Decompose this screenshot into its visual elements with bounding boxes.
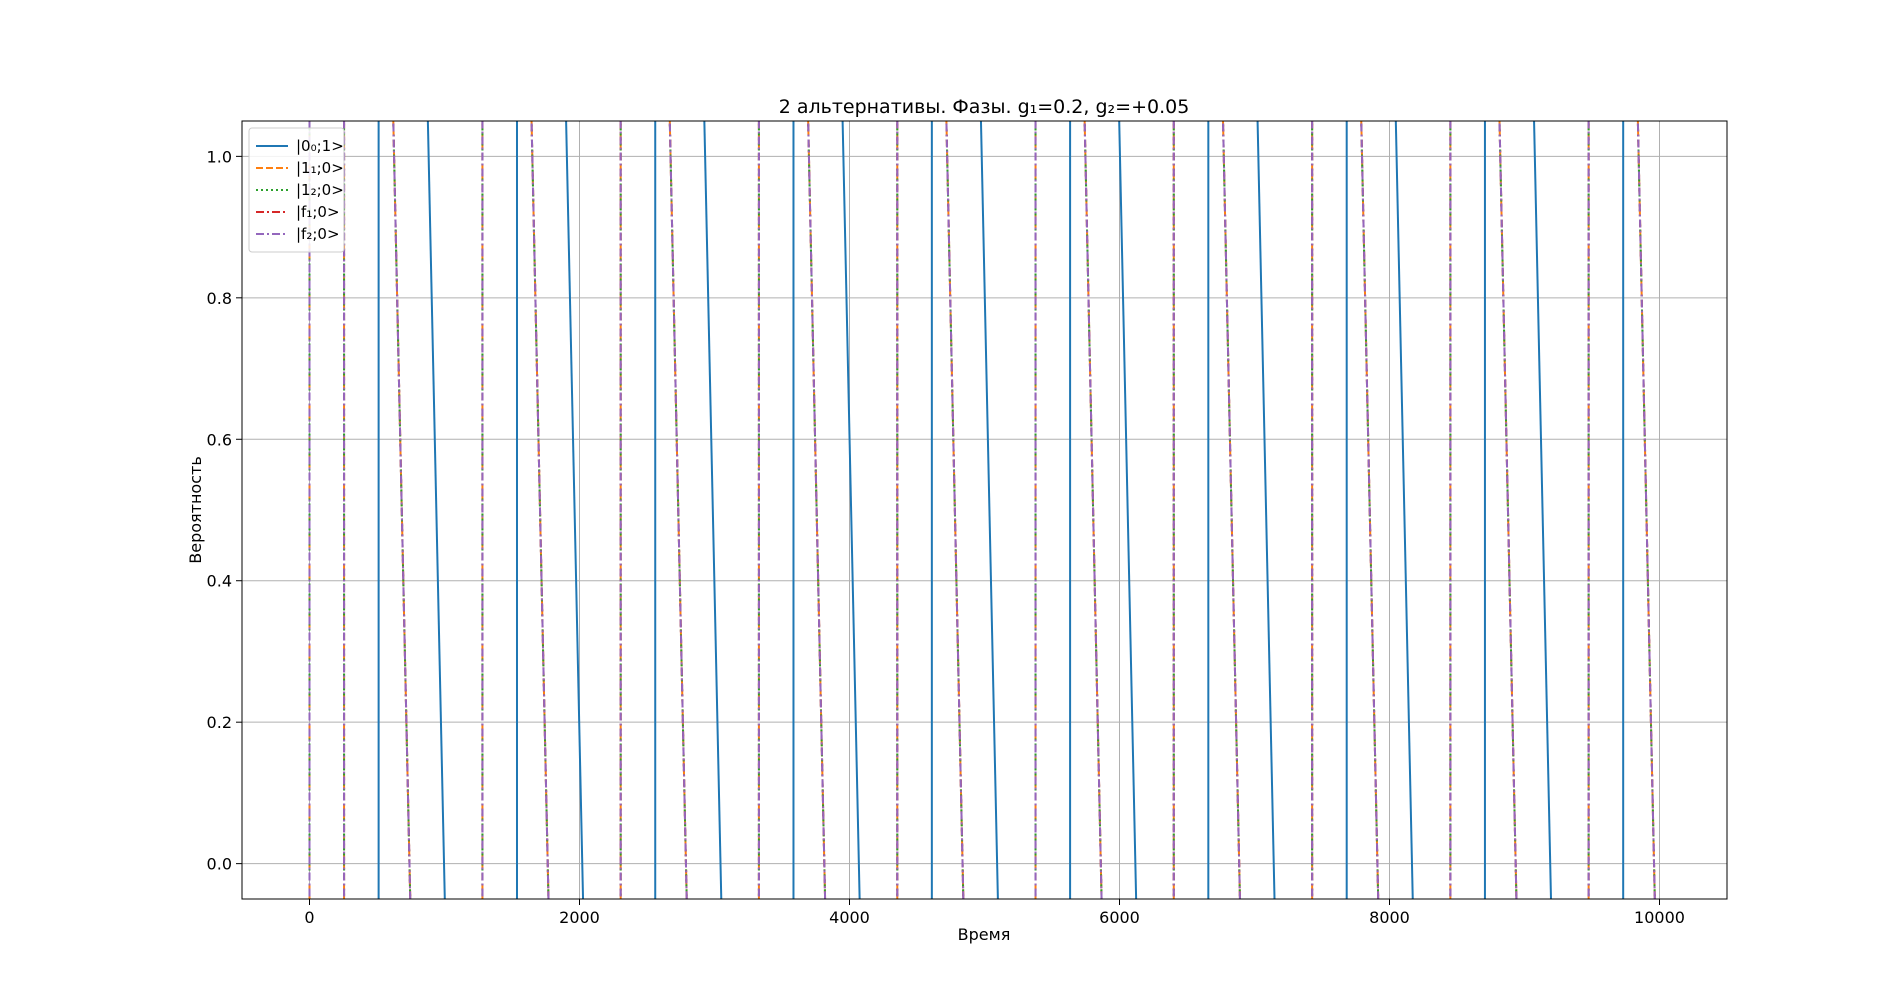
series-line-segment [1118, 121, 1138, 899]
legend-box [248, 127, 345, 253]
y-tick-label: 1.0 [207, 147, 232, 166]
legend-label: |f₂;0> [296, 225, 340, 243]
x-tick-label: 4000 [829, 908, 870, 927]
x-tick-label: 2000 [559, 908, 600, 927]
series-line-segment [530, 121, 550, 899]
y-tick-label: 0.6 [207, 430, 232, 449]
legend-label: |1₁;0> [296, 159, 344, 177]
series-line-segment [668, 121, 688, 899]
legend-label: |f₁;0> [296, 203, 340, 221]
series-line-segment [1256, 121, 1276, 899]
series-line-segment [565, 121, 585, 899]
series-line-segment [1222, 121, 1241, 899]
series-line-segment [1498, 121, 1518, 899]
y-tick-label: 0.2 [207, 713, 232, 732]
series-line-segment [392, 121, 412, 899]
series-0-1 [377, 121, 1625, 899]
series-line-segment [1533, 121, 1552, 899]
y-tick-label: 0.4 [207, 572, 232, 591]
x-tick-label: 6000 [1099, 908, 1140, 927]
series-line-segment [1636, 121, 1656, 899]
ticks: 0 2000 4000 6000 8000 10000 0.0 0.2 0.4 0.6 0.8 1.0 [207, 147, 1685, 927]
y-tick-label: 0.0 [207, 855, 232, 874]
x-axis-label: Время [958, 925, 1011, 944]
plot-frame [241, 120, 1728, 900]
legend: |0₀;1> |1₁;0> |1₂;0> |f₁;0> |f₂;0> [248, 127, 345, 253]
series-line-segment [979, 121, 999, 899]
chart-title: 2 альтернативы. Фазы. g₁=0.2, g₂=+0.05 [779, 96, 1190, 118]
y-tick-label: 0.8 [207, 289, 232, 308]
series-line-segment [1083, 121, 1103, 899]
series-line-segment [841, 121, 861, 899]
series-line-segment [426, 121, 446, 899]
series-line-segment [703, 121, 723, 899]
series-line-segment [807, 121, 827, 899]
series-line-segment [1360, 121, 1380, 899]
x-tick-label: 0 [304, 908, 314, 927]
legend-label: |0₀;1> [296, 137, 344, 155]
y-axis-label: Вероятность [186, 456, 205, 564]
plot-area [308, 121, 1656, 899]
series-line-segment [945, 121, 965, 899]
x-tick-label: 10000 [1634, 908, 1685, 927]
x-tick-label: 8000 [1369, 908, 1410, 927]
legend-label: |1₂;0> [296, 181, 344, 199]
series-line-segment [1394, 121, 1414, 899]
